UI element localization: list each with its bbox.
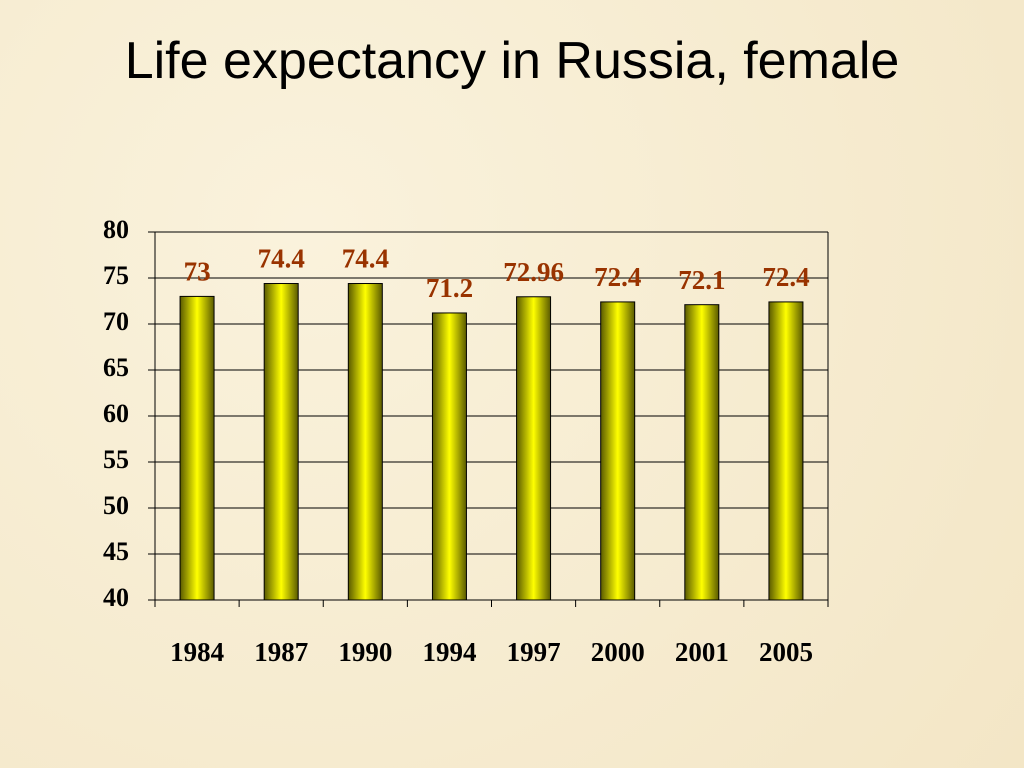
- bar: [179, 295, 215, 601]
- bar: [516, 296, 552, 601]
- data-label: 71.2: [426, 273, 473, 303]
- bar: [263, 283, 299, 601]
- y-tick-label: 65: [103, 353, 129, 382]
- bar: [768, 301, 804, 601]
- y-tick-label: 70: [103, 307, 129, 336]
- x-tick-label: 1997: [507, 637, 561, 667]
- x-tick-label: 2001: [675, 637, 729, 667]
- data-label: 73: [184, 257, 211, 287]
- y-tick-label: 50: [103, 491, 129, 520]
- bar: [684, 304, 720, 601]
- data-label: 72.4: [594, 262, 641, 292]
- bar: [431, 312, 467, 601]
- y-tick-label: 55: [103, 445, 129, 474]
- bar: [600, 301, 636, 601]
- x-tick-label: 1994: [422, 637, 476, 667]
- data-label: 72.4: [762, 262, 809, 292]
- data-label: 72.96: [503, 257, 564, 287]
- x-tick-label: 1987: [254, 637, 308, 667]
- bar: [347, 283, 383, 601]
- y-tick-label: 60: [103, 399, 129, 428]
- data-label: 74.4: [342, 244, 389, 274]
- data-label: 74.4: [258, 244, 305, 274]
- data-label: 72.1: [678, 265, 725, 295]
- chart-title: Life expectancy in Russia, female: [124, 32, 900, 90]
- x-tick-label: 1990: [338, 637, 392, 667]
- y-tick-label: 40: [103, 583, 129, 612]
- x-tick-label: 1984: [170, 637, 224, 667]
- y-tick-label: 80: [103, 215, 129, 244]
- x-tick-label: 2000: [591, 637, 645, 667]
- x-tick-label: 2005: [759, 637, 813, 667]
- y-tick-label: 45: [103, 537, 129, 566]
- y-tick-label: 75: [103, 261, 129, 290]
